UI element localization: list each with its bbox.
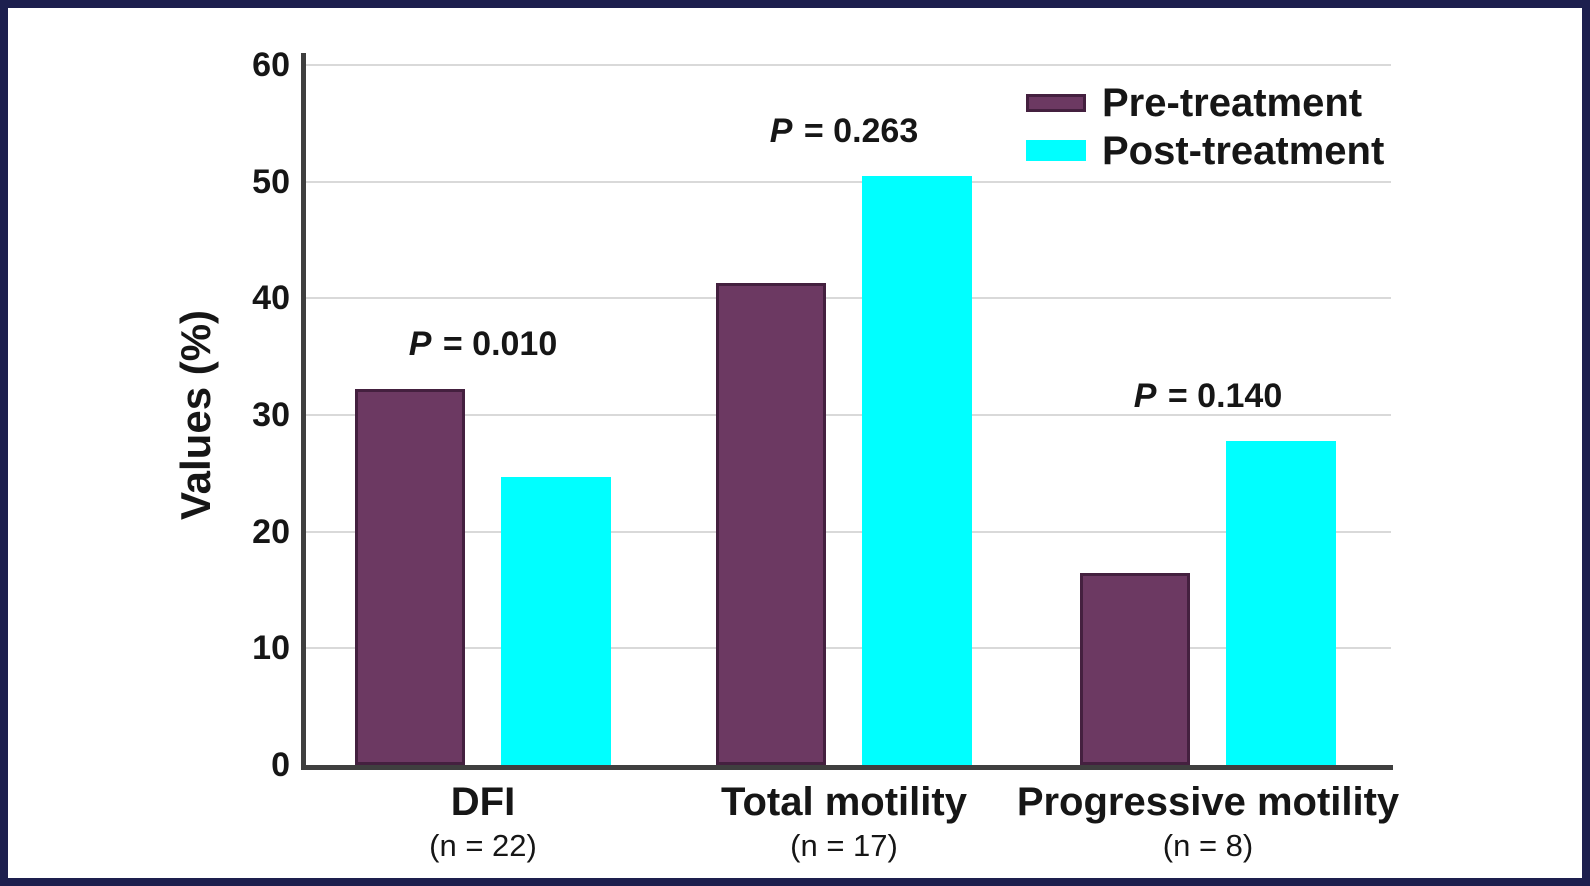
y-tick-label-0: 0 <box>271 746 290 784</box>
bar-post-treatment-total-motility <box>862 175 972 765</box>
legend-item-post-treatment: Post-treatment <box>1026 128 1384 173</box>
bar-pre-treatment-dfi <box>355 389 465 765</box>
bar-pre-treatment-progressive-motility <box>1080 572 1190 765</box>
y-axis-line <box>301 53 306 767</box>
gridline-30 <box>306 414 1391 416</box>
post-treatment-swatch <box>1026 140 1086 161</box>
y-tick-label-60: 60 <box>252 46 290 84</box>
pre-treatment-swatch <box>1026 93 1086 112</box>
bar-post-treatment-progressive-motility <box>1226 440 1336 765</box>
gridline-50 <box>306 180 1391 183</box>
category-label-progressive-motility: Progressive motility <box>1016 780 1400 824</box>
y-tick-label-30: 30 <box>252 396 290 434</box>
y-tick-label-10: 10 <box>252 629 290 668</box>
y-tick-label-40: 40 <box>252 279 290 318</box>
gridline-40 <box>306 297 1391 300</box>
category-label-dfi: DFI <box>450 780 516 824</box>
category-sublabel-progressive-motility: (n = 8) <box>1162 828 1254 863</box>
legend-label-pre-treatment: Pre-treatment <box>1102 80 1363 125</box>
p-value-dfi: P = 0.010 <box>408 325 558 364</box>
legend: Pre-treatment Post-treatment <box>1026 80 1384 173</box>
category-sublabel-total-motility: (n = 17) <box>790 828 898 863</box>
plot-area <box>306 64 1391 765</box>
gridline-60 <box>306 64 1391 66</box>
legend-item-pre-treatment: Pre-treatment <box>1026 80 1384 125</box>
category-label-total-motility: Total motility <box>721 780 967 824</box>
legend-label-post-treatment: Post-treatment <box>1102 128 1385 173</box>
bar-pre-treatment-total-motility <box>716 283 826 765</box>
p-value-progressive-motility: P = 0.140 <box>1133 376 1283 415</box>
y-tick-label-20: 20 <box>252 512 290 551</box>
category-sublabel-dfi: (n = 22) <box>429 828 537 863</box>
gridline-10 <box>306 647 1391 650</box>
x-axis-line <box>301 765 1393 770</box>
bar-post-treatment-dfi <box>501 476 611 765</box>
chart-panel: Values (%) 0 10 20 30 40 50 60 DFI (n = 22) Tota… <box>8 8 1582 878</box>
y-tick-label-50: 50 <box>252 162 290 201</box>
p-value-total-motility: P = 0.263 <box>769 111 919 150</box>
gridline-20 <box>306 530 1391 533</box>
